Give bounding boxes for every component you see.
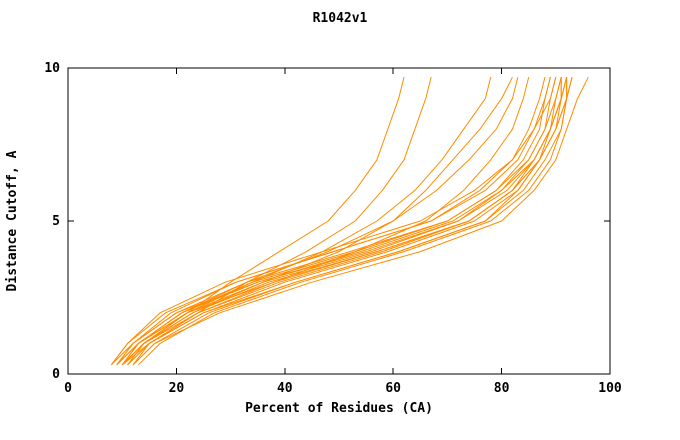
x-tick-label: 60 (385, 381, 401, 396)
series-line-model-21 (121, 76, 513, 366)
y-axis-label: Distance Cutoff, A (5, 150, 20, 291)
y-tick-label: 10 (44, 61, 60, 76)
series-line-model-10 (110, 77, 557, 366)
x-axis-label: Percent of Residues (CA) (245, 401, 433, 416)
series-line-model-20 (110, 77, 551, 366)
plot-frame (67, 67, 611, 375)
y-tick-label: 5 (52, 214, 60, 229)
x-tick-label: 80 (494, 381, 510, 396)
series-line-model-18 (127, 77, 573, 366)
x-tick-label: 0 (64, 381, 72, 396)
series-line-model-22 (116, 77, 492, 366)
series-line-model-19 (132, 76, 589, 366)
x-tick-label: 40 (277, 381, 293, 396)
y-tick-label: 0 (52, 367, 60, 382)
axes-layer: 0 20 40 60 80 100 0 5 10 (44, 61, 622, 396)
data-series-layer (110, 76, 589, 366)
series-line-model-09 (132, 77, 562, 366)
series-line-model-17 (121, 77, 568, 366)
x-tick-label: 100 (598, 381, 622, 396)
chart-title: R1042v1 (313, 11, 368, 26)
series-line-model-04 (121, 77, 530, 366)
x-tick-label: 20 (169, 381, 185, 396)
series-line-model-16 (116, 77, 568, 366)
